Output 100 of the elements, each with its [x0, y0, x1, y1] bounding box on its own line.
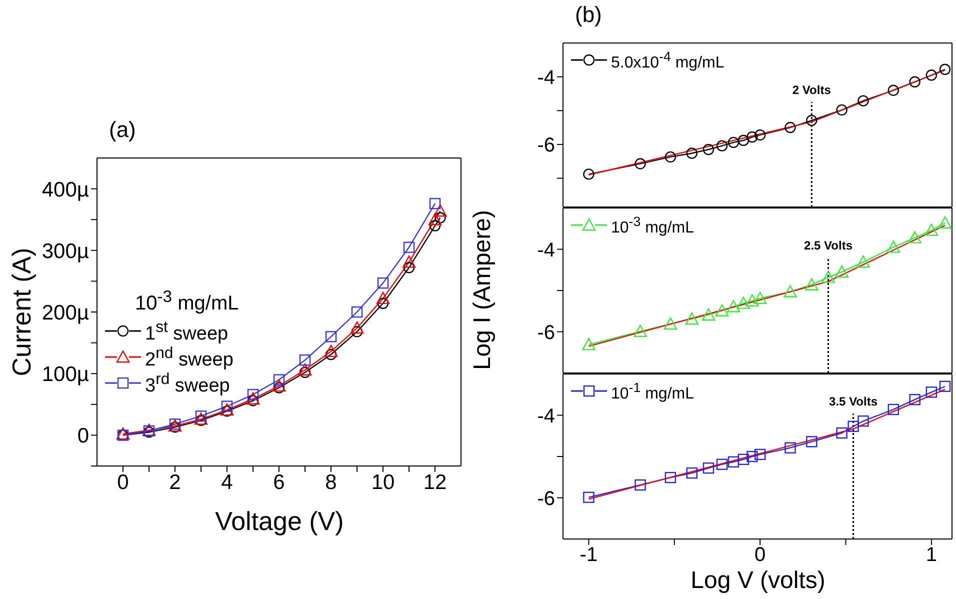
point — [428, 213, 442, 226]
point — [728, 136, 740, 148]
x-tick-label: 1 — [926, 544, 937, 566]
point — [246, 392, 260, 404]
y-tick-label: 300µ — [42, 240, 89, 263]
point — [403, 262, 415, 274]
point — [273, 374, 285, 386]
point — [754, 448, 766, 460]
point — [784, 442, 796, 454]
point — [434, 204, 447, 217]
y-tick-label: -6 — [537, 488, 555, 510]
point — [429, 220, 441, 232]
y-tick-label: 400µ — [42, 178, 89, 202]
point — [299, 354, 311, 366]
point — [716, 458, 728, 470]
point — [664, 472, 676, 484]
point — [848, 420, 859, 432]
point — [221, 406, 233, 417]
y-axis-title: Current (A) — [6, 247, 38, 376]
x-axis-title: Voltage (V) — [214, 506, 345, 537]
point — [221, 400, 233, 412]
chart-title: (a) — [109, 117, 136, 143]
point — [753, 292, 767, 304]
point — [715, 304, 729, 316]
point — [634, 158, 646, 170]
x-tick-label: 0 — [754, 544, 766, 566]
legend-label: 1$^{st}$ sweep — [145, 318, 228, 344]
ref-line-label: 2.5 Volts — [804, 238, 853, 252]
point — [858, 415, 869, 427]
y-tick-label: -6 — [537, 134, 555, 157]
y-tick-label: -6 — [537, 322, 555, 344]
point — [888, 84, 899, 96]
point — [926, 386, 938, 398]
point — [939, 64, 951, 75]
point — [247, 388, 259, 400]
point — [738, 454, 750, 465]
legend-label: 10$^{-1}$ mg/mL — [611, 378, 694, 404]
point — [582, 338, 596, 350]
point — [835, 265, 848, 278]
point — [429, 198, 441, 210]
point — [664, 317, 678, 330]
point — [686, 467, 698, 479]
point — [247, 395, 259, 406]
point — [325, 331, 337, 342]
x-tick-label: 12 — [423, 470, 447, 494]
point — [908, 231, 922, 244]
point — [298, 363, 312, 376]
point — [403, 242, 415, 253]
point — [938, 216, 952, 228]
point — [888, 404, 899, 416]
point — [634, 324, 647, 337]
point — [822, 270, 835, 283]
legend-label: 3$^{rd}$ sweep — [145, 370, 230, 396]
x-tick-label: 0 — [117, 470, 129, 494]
point — [272, 379, 286, 392]
point — [924, 224, 938, 236]
point — [402, 256, 416, 268]
x-tick-label: 2 — [169, 470, 181, 494]
point — [746, 450, 758, 462]
legend-label: 2$^{nd}$ sweep — [145, 344, 234, 370]
annotation: 10$^{-3}$ mg/mL — [135, 286, 239, 316]
y-tick-label: -4 — [537, 239, 555, 262]
point — [746, 131, 758, 143]
point — [434, 212, 446, 224]
point — [736, 296, 750, 309]
point — [858, 95, 869, 106]
point — [116, 427, 130, 440]
point — [583, 168, 594, 180]
point — [195, 410, 207, 422]
point — [806, 114, 818, 126]
point — [583, 492, 594, 503]
point — [805, 278, 818, 290]
point — [939, 380, 951, 392]
point — [726, 300, 740, 312]
point — [220, 403, 234, 416]
y-axis-title: Log I (Ampere) — [469, 210, 497, 370]
point — [836, 427, 848, 439]
point — [350, 321, 364, 334]
y-tick-label: -4 — [537, 66, 555, 89]
point — [746, 294, 759, 306]
x-tick-label: -1 — [580, 544, 598, 566]
point — [728, 456, 740, 468]
point — [806, 436, 818, 448]
x-tick-label: 6 — [273, 470, 285, 494]
ref-line-label: 2 Volts — [792, 83, 832, 98]
point — [351, 306, 363, 318]
point — [377, 277, 389, 289]
x-tick-label: 4 — [221, 470, 234, 494]
point — [664, 151, 676, 163]
point — [784, 285, 797, 298]
ref-line-label: 3.5 Volts — [829, 394, 878, 409]
point — [634, 479, 646, 491]
x-tick-label: 8 — [325, 470, 337, 494]
point — [351, 326, 363, 338]
point — [909, 394, 920, 406]
point — [886, 240, 900, 253]
point — [299, 366, 311, 378]
point — [325, 348, 337, 360]
y-tick-label: -4 — [537, 405, 555, 428]
legend-label: 10$^{-3}$ mg/mL — [611, 212, 694, 238]
